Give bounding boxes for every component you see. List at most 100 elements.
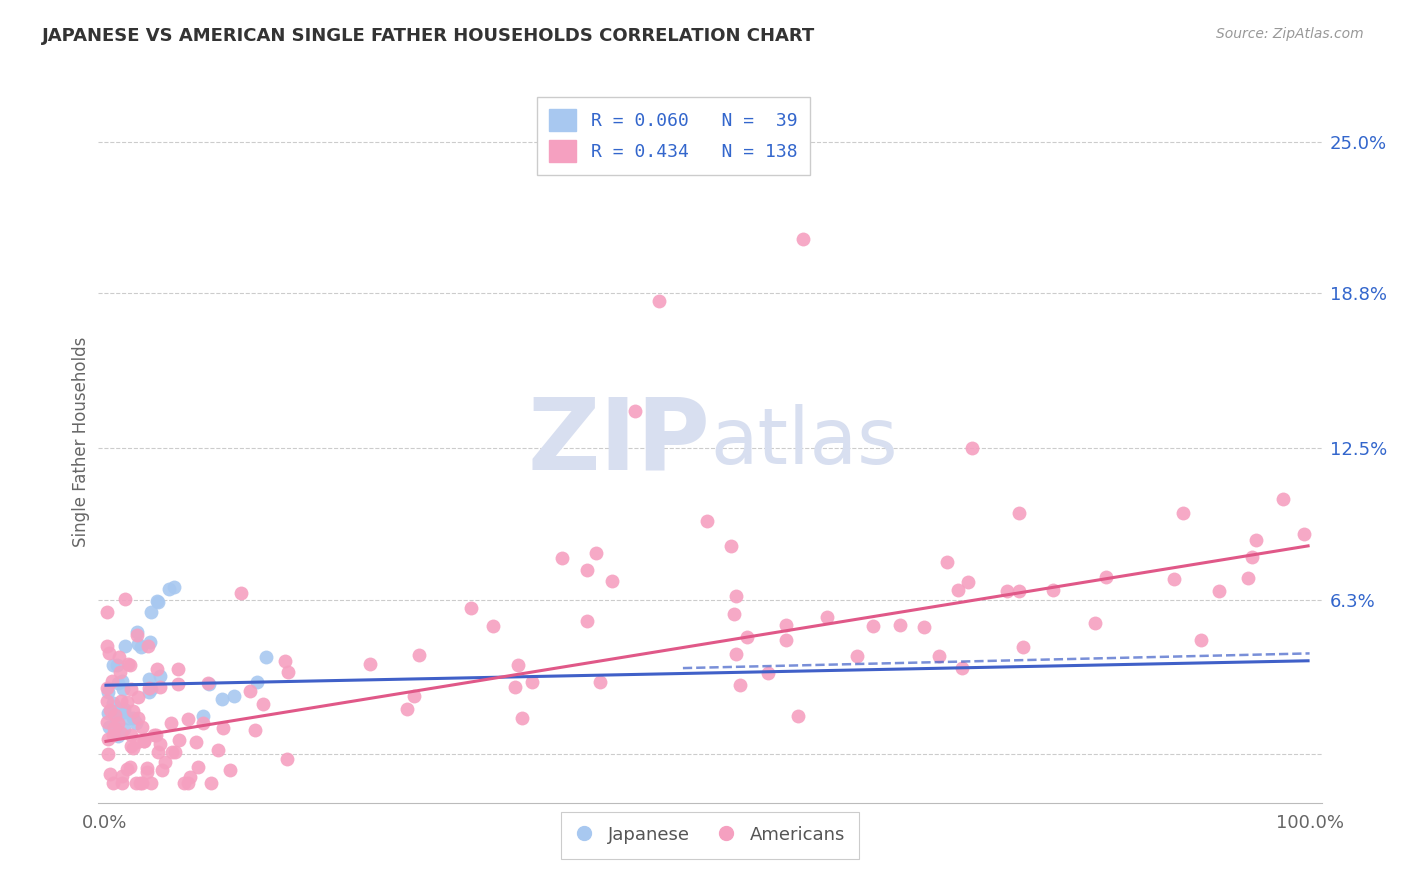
Point xyxy=(396,702,419,716)
Point xyxy=(775,632,797,647)
Point xyxy=(950,661,973,675)
Point xyxy=(96,681,118,695)
Point xyxy=(136,639,159,653)
Point xyxy=(1095,570,1118,584)
Point xyxy=(505,680,527,694)
Point xyxy=(1272,491,1295,506)
Point xyxy=(97,646,120,660)
Point xyxy=(96,639,118,653)
Point xyxy=(792,232,814,246)
Point xyxy=(110,694,132,708)
Point xyxy=(149,669,172,683)
Point xyxy=(127,711,149,725)
Point xyxy=(110,674,132,689)
Point xyxy=(997,584,1019,599)
Point xyxy=(198,677,221,691)
Point xyxy=(167,733,190,747)
Point xyxy=(146,745,169,759)
Point xyxy=(724,647,747,661)
Point xyxy=(149,681,172,695)
Point xyxy=(787,708,810,723)
Point xyxy=(623,404,645,418)
Point xyxy=(589,675,612,690)
Point xyxy=(120,760,142,774)
Point xyxy=(600,574,623,589)
Point xyxy=(101,674,124,689)
Point xyxy=(246,674,269,689)
Point xyxy=(107,676,129,690)
Point xyxy=(1008,506,1031,520)
Legend: Japanese, Americans: Japanese, Americans xyxy=(561,812,859,859)
Point xyxy=(108,665,131,679)
Point xyxy=(105,658,128,673)
Point xyxy=(359,657,381,672)
Point xyxy=(96,694,118,708)
Point xyxy=(520,674,543,689)
Point xyxy=(173,776,195,790)
Point xyxy=(117,710,139,724)
Point xyxy=(1042,582,1064,597)
Point xyxy=(139,605,162,619)
Point xyxy=(758,666,780,681)
Point xyxy=(101,658,124,673)
Point xyxy=(912,620,935,634)
Point xyxy=(222,689,245,703)
Point xyxy=(191,709,214,723)
Point xyxy=(207,742,229,756)
Point xyxy=(96,605,118,619)
Point xyxy=(1208,584,1230,599)
Point xyxy=(146,662,169,676)
Point xyxy=(191,716,214,731)
Point xyxy=(131,720,153,734)
Point xyxy=(239,684,262,698)
Point xyxy=(120,728,142,742)
Point xyxy=(125,715,148,730)
Point xyxy=(150,763,173,777)
Point xyxy=(145,728,167,742)
Point xyxy=(277,665,299,679)
Point xyxy=(112,702,135,716)
Point xyxy=(139,776,162,790)
Point xyxy=(97,720,120,734)
Point xyxy=(118,658,141,673)
Point xyxy=(1084,616,1107,631)
Point xyxy=(149,737,172,751)
Point xyxy=(845,648,868,663)
Point xyxy=(129,640,152,654)
Point xyxy=(139,681,162,696)
Point xyxy=(775,617,797,632)
Point xyxy=(1237,571,1260,585)
Point xyxy=(219,763,242,777)
Point xyxy=(889,618,911,632)
Point xyxy=(107,715,129,730)
Point xyxy=(97,731,120,746)
Y-axis label: Single Father Households: Single Father Households xyxy=(72,336,90,547)
Point xyxy=(101,696,124,710)
Point xyxy=(506,658,529,673)
Point xyxy=(138,684,160,698)
Point xyxy=(723,607,745,622)
Point xyxy=(134,734,156,748)
Point xyxy=(575,563,598,577)
Point xyxy=(166,677,188,691)
Point xyxy=(135,761,157,775)
Point xyxy=(107,729,129,743)
Point xyxy=(276,752,298,766)
Point xyxy=(551,550,574,565)
Point xyxy=(129,776,152,790)
Point xyxy=(936,555,959,569)
Point xyxy=(1294,527,1316,541)
Point xyxy=(125,625,148,640)
Point xyxy=(101,728,124,742)
Point xyxy=(200,776,222,790)
Point xyxy=(111,776,134,790)
Point xyxy=(862,619,884,633)
Point xyxy=(125,628,148,642)
Point xyxy=(103,721,125,735)
Text: Source: ZipAtlas.com: Source: ZipAtlas.com xyxy=(1216,27,1364,41)
Point xyxy=(114,639,136,653)
Point xyxy=(115,762,138,776)
Point xyxy=(97,747,120,762)
Point xyxy=(107,650,129,665)
Point xyxy=(481,619,503,633)
